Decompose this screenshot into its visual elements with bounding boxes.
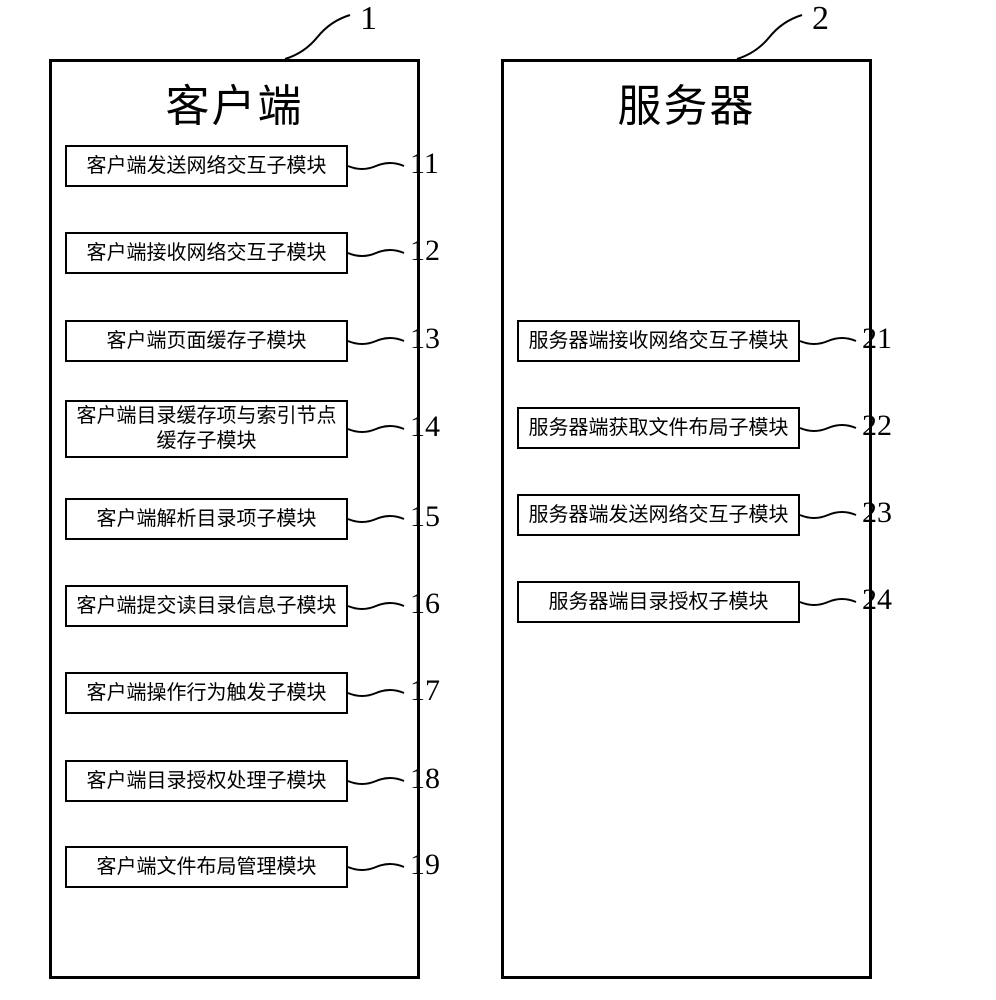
module-label: 服务器端获取文件布局子模块 [529,416,789,441]
module-ref-16: 16 [410,587,440,621]
module-ref-18: 18 [410,762,440,796]
module-label: 服务器端发送网络交互子模块 [529,503,789,528]
diagram-canvas: 客户端 1 客户端发送网络交互子模块 11 客户端接收网络交互子模块 12 客户端页面缓存子… [0,0,996,1000]
module-box-24: 服务器端目录授权子模块 [517,581,800,623]
module-ref-15: 15 [410,500,440,534]
module-ref-23: 23 [862,496,892,530]
module-box-11: 客户端发送网络交互子模块 [65,145,348,187]
module-box-13: 客户端页面缓存子模块 [65,320,348,362]
module-ref-14: 14 [410,410,440,444]
module-box-16: 客户端提交读目录信息子模块 [65,585,348,627]
module-ref-24: 24 [862,583,892,617]
module-label: 客户端操作行为触发子模块 [87,681,327,706]
server-ref-label: 2 [812,0,829,38]
module-label: 客户端目录缓存项与索引节点缓存子模块 [71,404,342,454]
module-ref-17: 17 [410,674,440,708]
module-ref-22: 22 [862,409,892,443]
module-ref-21: 21 [862,322,892,356]
module-box-21: 服务器端接收网络交互子模块 [517,320,800,362]
module-box-19: 客户端文件布局管理模块 [65,846,348,888]
module-ref-19: 19 [410,848,440,882]
module-ref-13: 13 [410,322,440,356]
client-ref-label: 1 [360,0,377,38]
module-label: 客户端接收网络交互子模块 [87,241,327,266]
module-box-14: 客户端目录缓存项与索引节点缓存子模块 [65,400,348,458]
module-label: 客户端解析目录项子模块 [97,507,317,532]
module-label: 客户端发送网络交互子模块 [87,154,327,179]
server-title: 服务器 [501,70,872,134]
module-label: 客户端页面缓存子模块 [107,329,307,354]
module-ref-11: 11 [410,147,439,181]
module-box-22: 服务器端获取文件布局子模块 [517,407,800,449]
module-box-12: 客户端接收网络交互子模块 [65,232,348,274]
module-label: 客户端目录授权处理子模块 [87,769,327,794]
module-box-15: 客户端解析目录项子模块 [65,498,348,540]
module-box-17: 客户端操作行为触发子模块 [65,672,348,714]
module-box-23: 服务器端发送网络交互子模块 [517,494,800,536]
module-label: 服务器端接收网络交互子模块 [529,329,789,354]
module-ref-12: 12 [410,234,440,268]
client-title: 客户端 [49,70,420,134]
module-label: 服务器端目录授权子模块 [549,590,769,615]
module-label: 客户端文件布局管理模块 [97,855,317,880]
module-label: 客户端提交读目录信息子模块 [77,594,337,619]
module-box-18: 客户端目录授权处理子模块 [65,760,348,802]
